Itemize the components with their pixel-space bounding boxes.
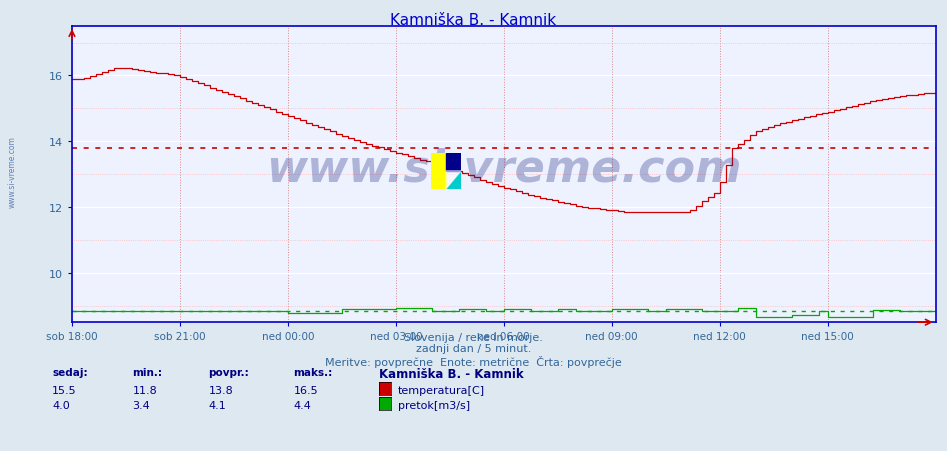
- Text: 15.5: 15.5: [52, 385, 77, 395]
- Text: 3.4: 3.4: [133, 400, 151, 410]
- Text: sedaj:: sedaj:: [52, 368, 88, 377]
- Text: 4.0: 4.0: [52, 400, 70, 410]
- Text: Kamniška B. - Kamnik: Kamniška B. - Kamnik: [379, 368, 524, 381]
- Text: Slovenija / reke in morje.: Slovenija / reke in morje.: [404, 332, 543, 342]
- Text: pretok[m3/s]: pretok[m3/s]: [398, 400, 470, 410]
- Text: 11.8: 11.8: [133, 385, 157, 395]
- Text: 13.8: 13.8: [208, 385, 233, 395]
- Bar: [431, 153, 446, 189]
- Polygon shape: [446, 171, 461, 189]
- Text: zadnji dan / 5 minut.: zadnji dan / 5 minut.: [416, 344, 531, 354]
- Text: 4.4: 4.4: [294, 400, 312, 410]
- Text: temperatura[C]: temperatura[C]: [398, 385, 485, 395]
- Polygon shape: [446, 171, 461, 189]
- Text: Meritve: povprečne  Enote: metrične  Črta: povprečje: Meritve: povprečne Enote: metrične Črta:…: [325, 355, 622, 367]
- Text: www.si-vreme.com: www.si-vreme.com: [8, 135, 17, 207]
- Text: 16.5: 16.5: [294, 385, 318, 395]
- Text: maks.:: maks.:: [294, 368, 332, 377]
- Polygon shape: [446, 153, 461, 171]
- Text: 4.1: 4.1: [208, 400, 226, 410]
- Text: min.:: min.:: [133, 368, 163, 377]
- Text: Kamniška B. - Kamnik: Kamniška B. - Kamnik: [390, 13, 557, 28]
- Text: www.si-vreme.com: www.si-vreme.com: [266, 147, 742, 190]
- Text: povpr.:: povpr.:: [208, 368, 249, 377]
